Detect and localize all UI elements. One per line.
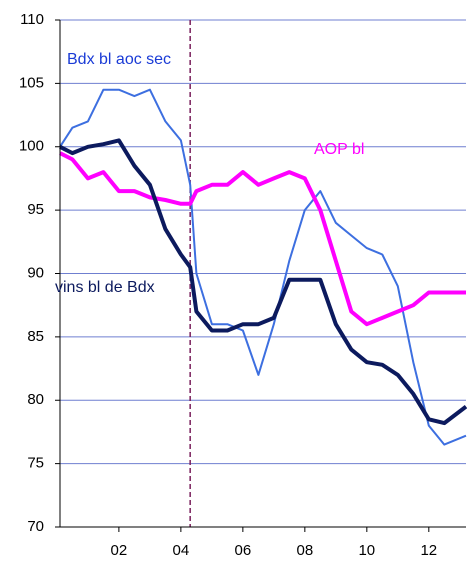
y-tick-label: 85 xyxy=(27,328,44,345)
series-label: Bdx bl aoc sec xyxy=(67,51,171,68)
x-tick-label: 04 xyxy=(173,542,190,559)
series-line xyxy=(59,151,466,327)
y-tick-label: 105 xyxy=(19,74,44,91)
series-label: vins bl de Bdx xyxy=(55,279,155,296)
y-tick-label: 90 xyxy=(27,264,44,281)
x-tick-label: 06 xyxy=(235,542,252,559)
y-tick-label: 110 xyxy=(20,11,44,28)
x-tick-label: 02 xyxy=(111,542,128,559)
series-line xyxy=(59,88,467,446)
x-tick-label: 08 xyxy=(296,542,313,559)
y-tick-label: 70 xyxy=(27,518,44,535)
x-tick-label: 12 xyxy=(420,542,437,559)
y-tick-label: 100 xyxy=(19,138,44,155)
y-tick-label: 80 xyxy=(27,391,44,408)
series-label: AOP bl xyxy=(314,141,364,158)
y-tick-label: 75 xyxy=(27,455,44,472)
series-line xyxy=(59,138,467,426)
x-tick-label: 10 xyxy=(358,542,375,559)
y-tick-label: 95 xyxy=(27,201,44,218)
